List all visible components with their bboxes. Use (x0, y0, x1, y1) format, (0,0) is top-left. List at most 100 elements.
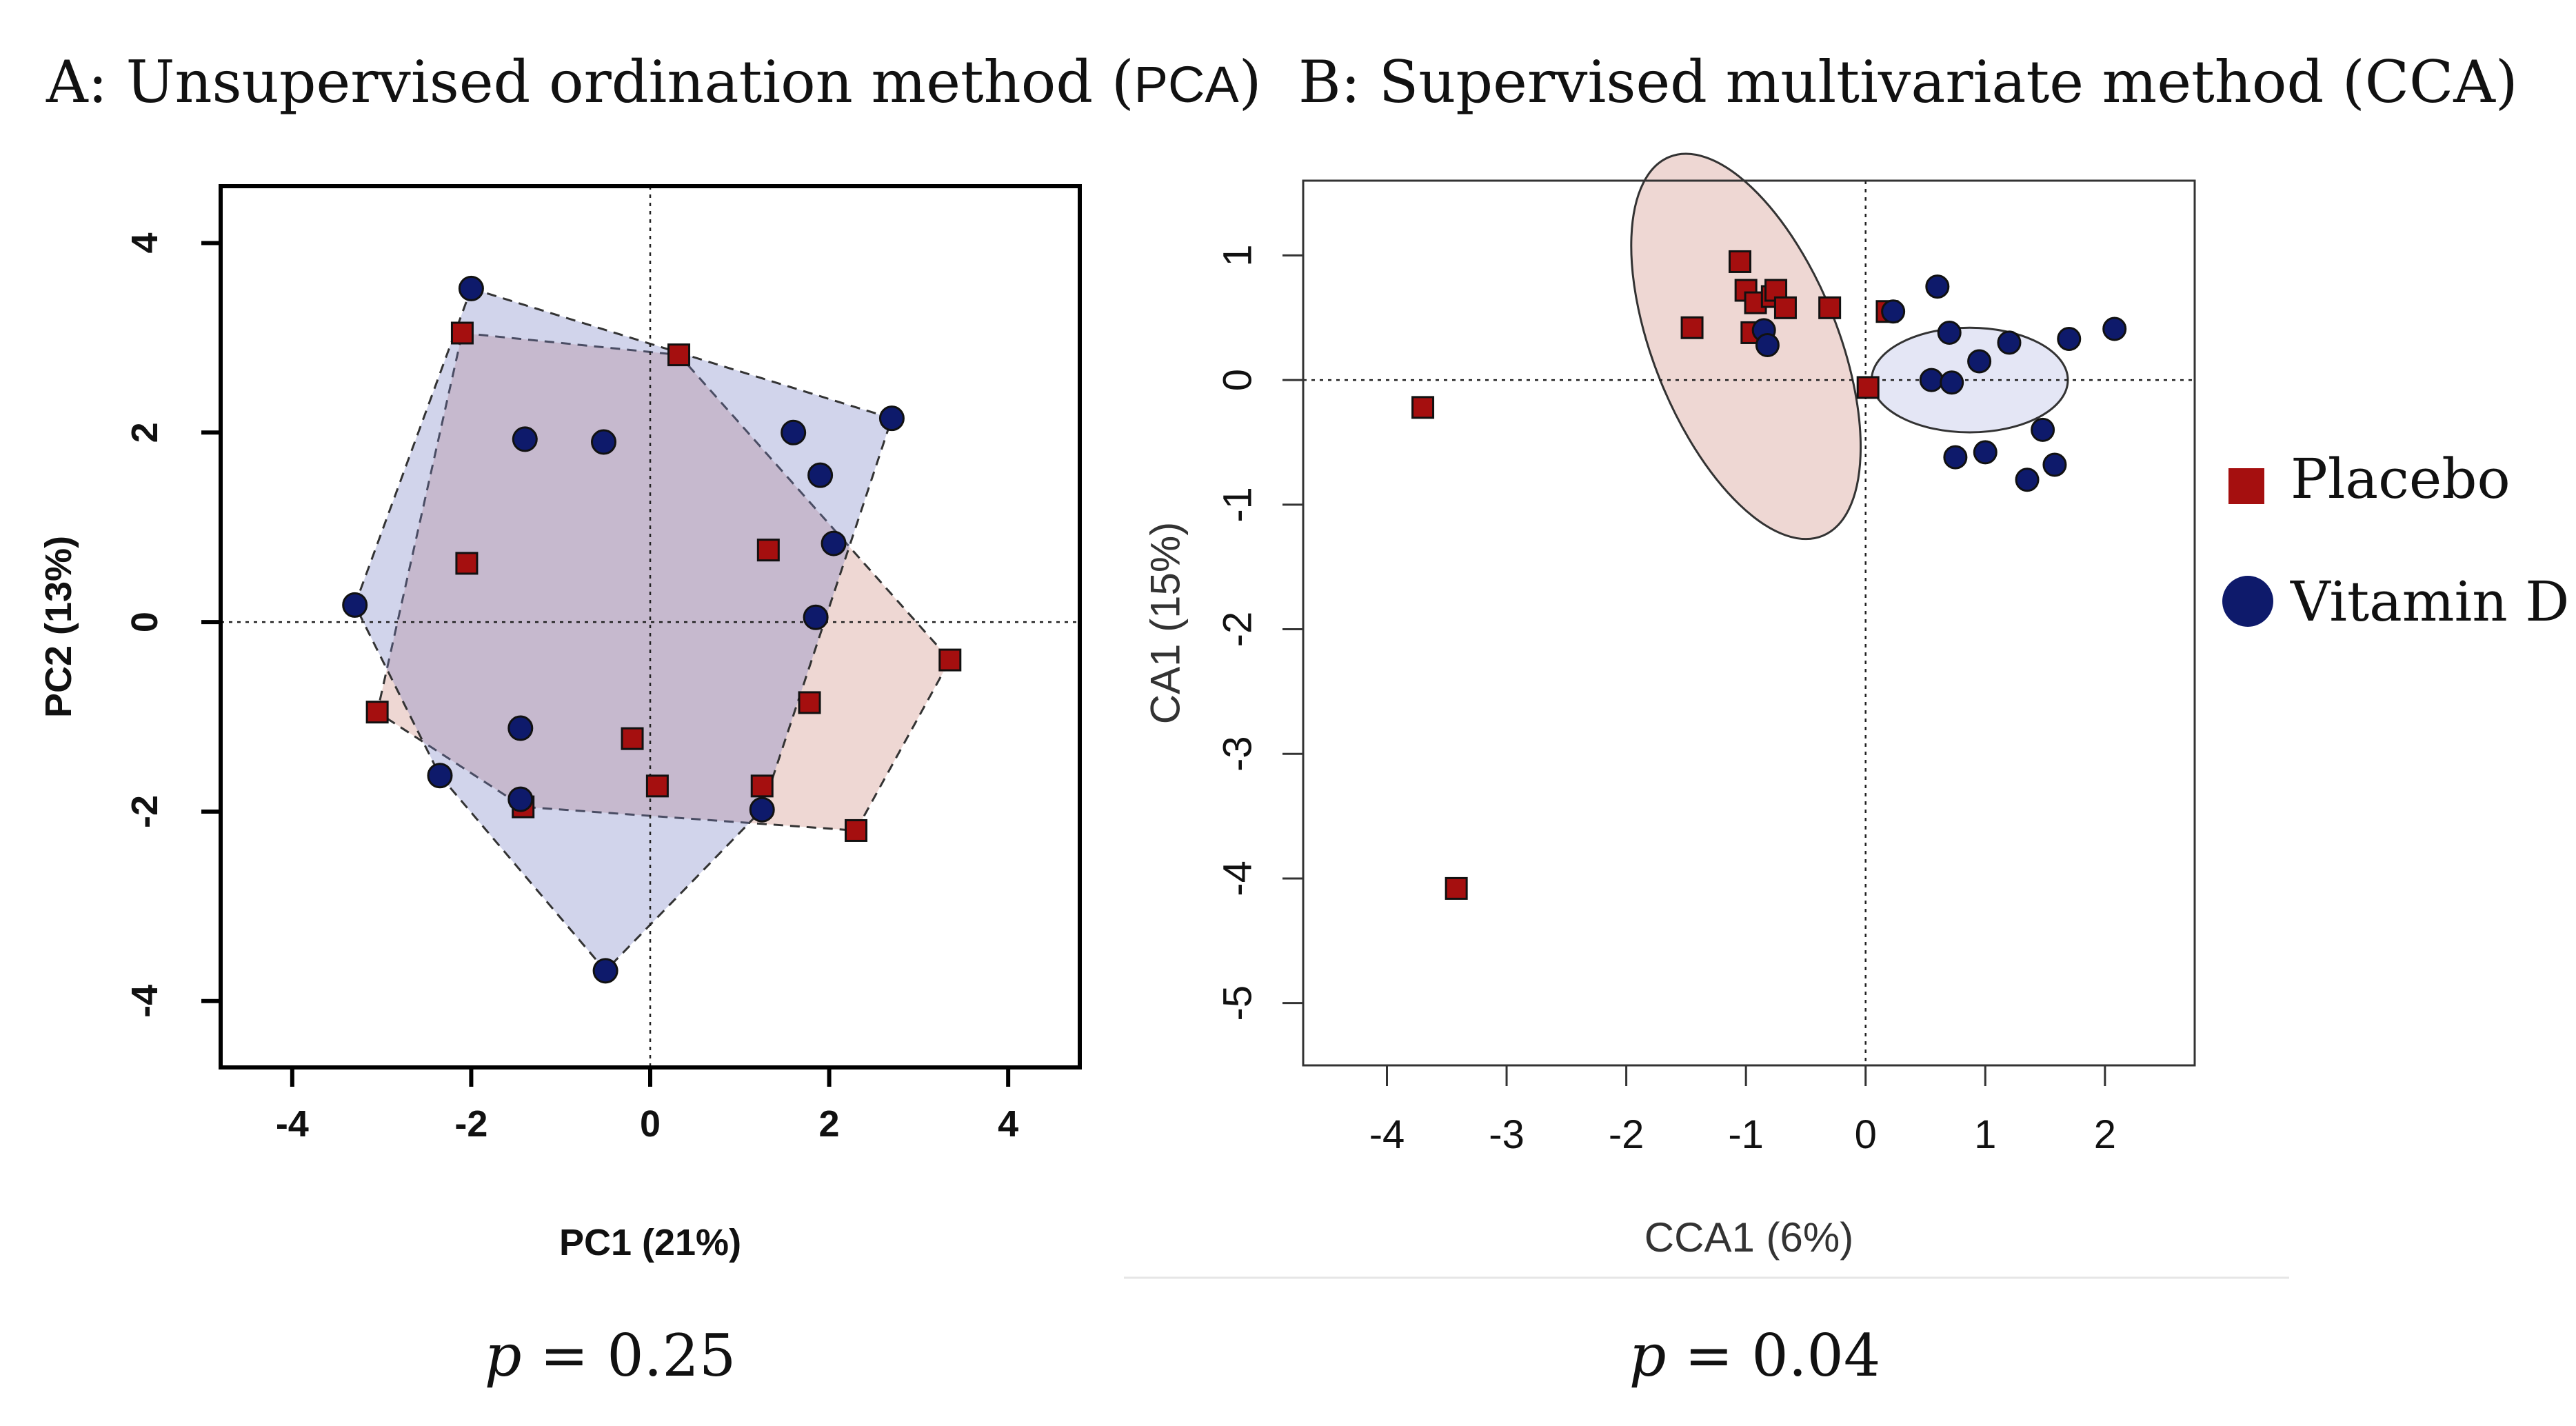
pca-x-tick-label: 0 (640, 1103, 661, 1145)
cca-point-vitamin-d-15 (2015, 468, 2040, 492)
cca-point-vitamin-d-9 (1919, 368, 1944, 392)
panel-a-title-prefix: A: Unsupervised ordination method ( (46, 48, 1134, 116)
cca-point-vitamin-d-13 (1973, 440, 1998, 465)
panel-a-pca-plot: -4 -2 0 2 4 -4 -2 0 2 4 PC1 (21%) PC2 (13%) (38, 184, 1082, 1263)
pca-point-vitamin-d-2 (591, 429, 617, 455)
cca-point-vitamin-d-7 (1997, 330, 2022, 355)
cca-y-tick-label: -4 (1216, 861, 1260, 896)
cca-point-placebo-6 (1818, 296, 1842, 319)
cca-point-vitamin-d-8 (1967, 349, 1992, 374)
pca-point-vitamin-d-8 (342, 592, 368, 618)
pca-points (342, 275, 962, 984)
panel-a-title-suffix: ) (1239, 48, 1262, 116)
cca-x-tick-label: -4 (1369, 1112, 1405, 1157)
pca-point-placebo-2 (455, 552, 479, 575)
pca-point-vitamin-d-4 (807, 462, 834, 488)
cca-point-vitamin-d-6 (2102, 317, 2127, 341)
cca-y-tick-label: 1 (1216, 244, 1260, 266)
cca-point-vitamin-d-12 (1943, 445, 1968, 470)
legend-placebo-label: Placebo (2291, 447, 2510, 511)
pca-point-placebo-3 (365, 701, 389, 724)
cca-point-placebo-12 (1445, 876, 1468, 900)
cca-point-vitamin-d-3 (1755, 333, 1780, 358)
cca-x-tick-label: 1 (1974, 1112, 1996, 1157)
pca-x-tick-label: -4 (276, 1103, 309, 1145)
cca-ellipse-placebo (1630, 152, 1862, 541)
pca-point-vitamin-d-0 (458, 275, 484, 301)
cca-reference-lines (1303, 181, 2195, 1065)
cca-x-tick-label: -2 (1609, 1112, 1644, 1157)
pca-point-vitamin-d-3 (781, 419, 807, 445)
cca-ticks: -4 -3 -2 -1 0 1 2 -5 -4 -3 -2 -1 0 1 (1216, 244, 2116, 1157)
pca-point-vitamin-d-10 (427, 763, 453, 789)
pca-hulls (354, 287, 952, 973)
pca-point-vitamin-d-1 (512, 426, 538, 452)
cca-x-tick-label: -3 (1489, 1112, 1525, 1157)
pca-point-placebo-8 (645, 774, 669, 798)
cca-y-tick-label: 0 (1216, 369, 1260, 391)
panel-a-title: A: Unsupervised ordination method (PCA) (46, 48, 1262, 116)
pca-reference-lines (221, 186, 1080, 1067)
pca-point-placebo-11 (845, 819, 868, 842)
pca-p-symbol: p (485, 1322, 522, 1389)
pca-y-axis-label: PC2 (13%) (38, 536, 79, 718)
pca-point-vitamin-d-12 (749, 796, 775, 823)
cca-y-tick-label: -5 (1216, 985, 1260, 1021)
pca-x-tick-label: 2 (819, 1103, 840, 1145)
cca-point-placebo-5 (1773, 296, 1797, 319)
pca-hull-vitamin-d (354, 287, 894, 973)
cca-point-vitamin-d-10 (1940, 370, 1964, 395)
panel-b-cca-plot: -4 -3 -2 -1 0 1 2 -5 -4 -3 -2 -1 0 1 CCA1 (6%) CA1 (1… (1143, 152, 2196, 1261)
cca-point-placebo-10 (1856, 376, 1880, 399)
pca-point-vitamin-d-7 (803, 604, 829, 630)
cca-plot-frame (1302, 179, 2196, 1067)
pca-y-tick-label: -4 (124, 985, 165, 1018)
pca-point-placebo-9 (750, 774, 774, 798)
pca-p-number: = 0.25 (540, 1322, 736, 1389)
cca-p-number: = 0.04 (1684, 1322, 1880, 1389)
cca-x-tick-label: -1 (1728, 1112, 1764, 1157)
pca-y-tick-label: 4 (124, 232, 165, 253)
pca-point-placebo-7 (621, 727, 644, 750)
cca-p-symbol: p (1629, 1322, 1667, 1389)
pca-x-axis-label: PC1 (21%) (559, 1222, 741, 1263)
legend-vitamin-d-swatch (2222, 576, 2273, 627)
cca-point-placebo-11 (1411, 396, 1435, 419)
cca-point-placebo-0 (1728, 250, 1751, 273)
cca-x-axis-label: CCA1 (6%) (1644, 1214, 1853, 1261)
cca-x-tick-label: 0 (1855, 1112, 1877, 1157)
pca-ticks: -4 -2 0 2 4 -4 -2 0 2 4 (124, 232, 1018, 1145)
pca-point-placebo-4 (756, 539, 780, 562)
cca-point-vitamin-d-11 (2031, 417, 2055, 442)
cca-point-vitamin-d-4 (1937, 320, 1962, 345)
legend: Placebo Vitamin D (2222, 447, 2569, 634)
cca-p-value: p = 0.04 (1629, 1322, 1881, 1389)
cca-point-placebo-7 (1680, 316, 1704, 339)
pca-y-tick-label: 2 (124, 422, 165, 443)
cca-y-tick-label: -2 (1216, 612, 1260, 647)
panel-a-title-abbr: PCA (1134, 56, 1240, 113)
pca-point-vitamin-d-13 (592, 958, 618, 984)
cca-point-vitamin-d-5 (2057, 326, 2082, 351)
cca-points (1411, 250, 2127, 900)
pca-x-tick-label: 4 (998, 1103, 1018, 1145)
pca-point-vitamin-d-6 (821, 530, 847, 556)
pca-point-placebo-1 (667, 343, 691, 367)
cca-y-tick-label: -3 (1216, 736, 1260, 772)
pca-point-vitamin-d-9 (507, 715, 534, 741)
cca-point-vitamin-d-1 (1881, 299, 1906, 324)
pca-point-placebo-5 (938, 648, 962, 672)
pca-x-tick-label: -2 (454, 1103, 487, 1145)
pca-y-tick-label: -2 (124, 795, 165, 828)
pca-point-placebo-6 (798, 691, 821, 714)
pca-y-tick-label: 0 (124, 612, 165, 632)
pca-point-vitamin-d-11 (507, 786, 534, 812)
pca-p-value: p = 0.25 (485, 1322, 736, 1389)
cca-x-tick-label: 2 (2094, 1112, 2116, 1157)
cca-y-axis-label: CA1 (15%) (1143, 522, 1189, 724)
cca-y-tick-label: -1 (1216, 487, 1260, 523)
pca-point-vitamin-d-5 (878, 405, 905, 432)
pca-point-placebo-0 (450, 321, 474, 345)
legend-placebo-swatch (2228, 468, 2264, 504)
